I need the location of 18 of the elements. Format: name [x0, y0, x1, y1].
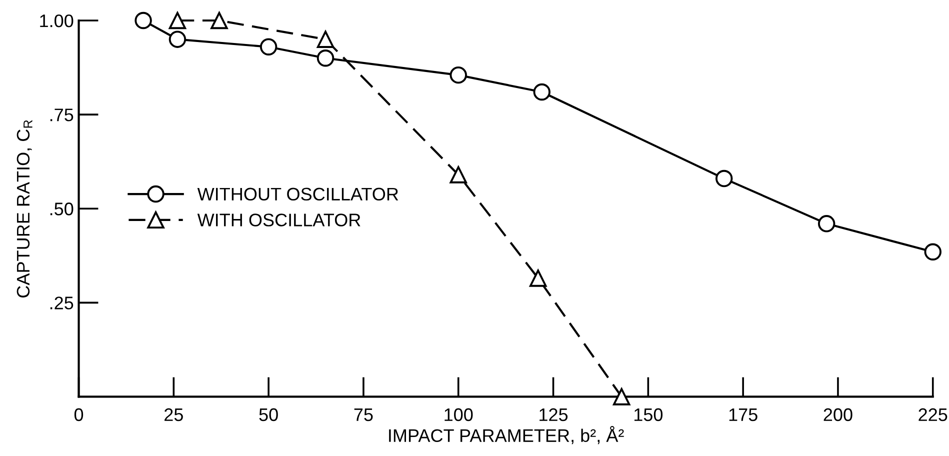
y-tick-label: .75 [50, 108, 74, 122]
y-tick-label: 1.00 [40, 14, 74, 28]
x-tick-label: 50 [259, 408, 278, 422]
x-axis-title: IMPACT PARAMETER, b², Å² [389, 426, 624, 444]
x-tick-label: 0 [74, 408, 84, 422]
x-tick-label: 75 [354, 408, 373, 422]
y-tick-label: .25 [50, 296, 74, 310]
x-tick-label: 175 [729, 408, 758, 422]
x-tick-label: 25 [164, 408, 183, 422]
x-tick-label: 150 [634, 408, 663, 422]
x-tick-label: 225 [918, 408, 948, 422]
x-tick-label: 200 [824, 408, 852, 422]
y-axis-title: CAPTURE RATIO, C$_{R}$ [16, 120, 32, 298]
legend-label: WITHOUT OSCILLATOR [197, 188, 398, 201]
x-tick-label: 125 [540, 408, 568, 422]
legend-label: WITH OSCILLATOR [197, 214, 360, 226]
x-tick-label: 100 [444, 408, 473, 422]
y-tick-label: .50 [50, 202, 74, 216]
